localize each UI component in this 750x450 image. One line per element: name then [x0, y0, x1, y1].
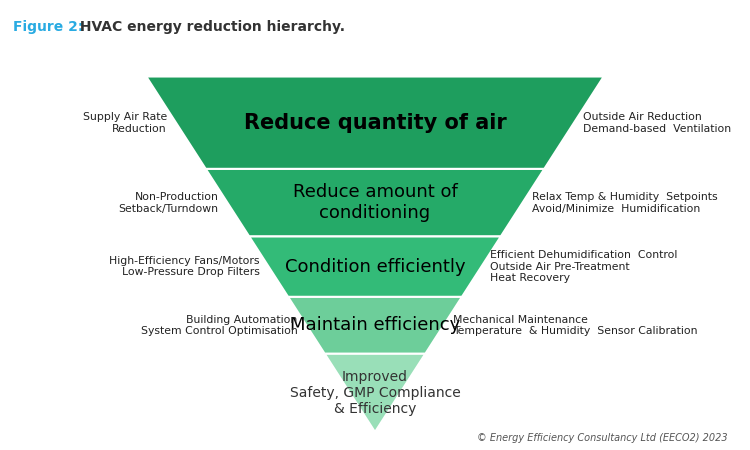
Text: Maintain efficiency: Maintain efficiency — [290, 316, 460, 334]
Text: Condition efficiently: Condition efficiently — [285, 258, 465, 276]
Text: Building Automation
System Control Optimisation: Building Automation System Control Optim… — [141, 315, 297, 336]
Polygon shape — [325, 354, 425, 432]
Polygon shape — [249, 237, 501, 297]
Text: Improved
Safety, GMP Compliance
& Efficiency: Improved Safety, GMP Compliance & Effici… — [290, 370, 460, 416]
Text: Outside Air Reduction
Demand-based  Ventilation: Outside Air Reduction Demand-based Venti… — [583, 112, 731, 134]
Text: Reduce amount of
conditioning: Reduce amount of conditioning — [292, 183, 458, 222]
Text: Mechanical Maintenance
Temperature  & Humidity  Sensor Calibration: Mechanical Maintenance Temperature & Hum… — [452, 315, 698, 336]
Polygon shape — [288, 297, 462, 354]
Text: HVAC energy reduction hierarchy.: HVAC energy reduction hierarchy. — [75, 20, 345, 34]
Text: Reduce quantity of air: Reduce quantity of air — [244, 112, 506, 133]
Text: Relax Temp & Humidity  Setpoints
Avoid/Minimize  Humidification: Relax Temp & Humidity Setpoints Avoid/Mi… — [532, 192, 717, 213]
Text: Figure 2:: Figure 2: — [13, 20, 84, 34]
Text: Supply Air Rate
Reduction: Supply Air Rate Reduction — [82, 112, 167, 134]
Polygon shape — [146, 76, 604, 169]
Polygon shape — [206, 169, 544, 237]
Text: High-Efficiency Fans/Motors
Low-Pressure Drop Filters: High-Efficiency Fans/Motors Low-Pressure… — [110, 256, 260, 278]
Text: © Energy Efficiency Consultancy Ltd (EECO2) 2023: © Energy Efficiency Consultancy Ltd (EEC… — [477, 433, 728, 443]
Text: Non-Production
Setback/Turndown: Non-Production Setback/Turndown — [118, 192, 218, 213]
Text: Efficient Dehumidification  Control
Outside Air Pre-Treatment
Heat Recovery: Efficient Dehumidification Control Outsi… — [490, 250, 678, 284]
